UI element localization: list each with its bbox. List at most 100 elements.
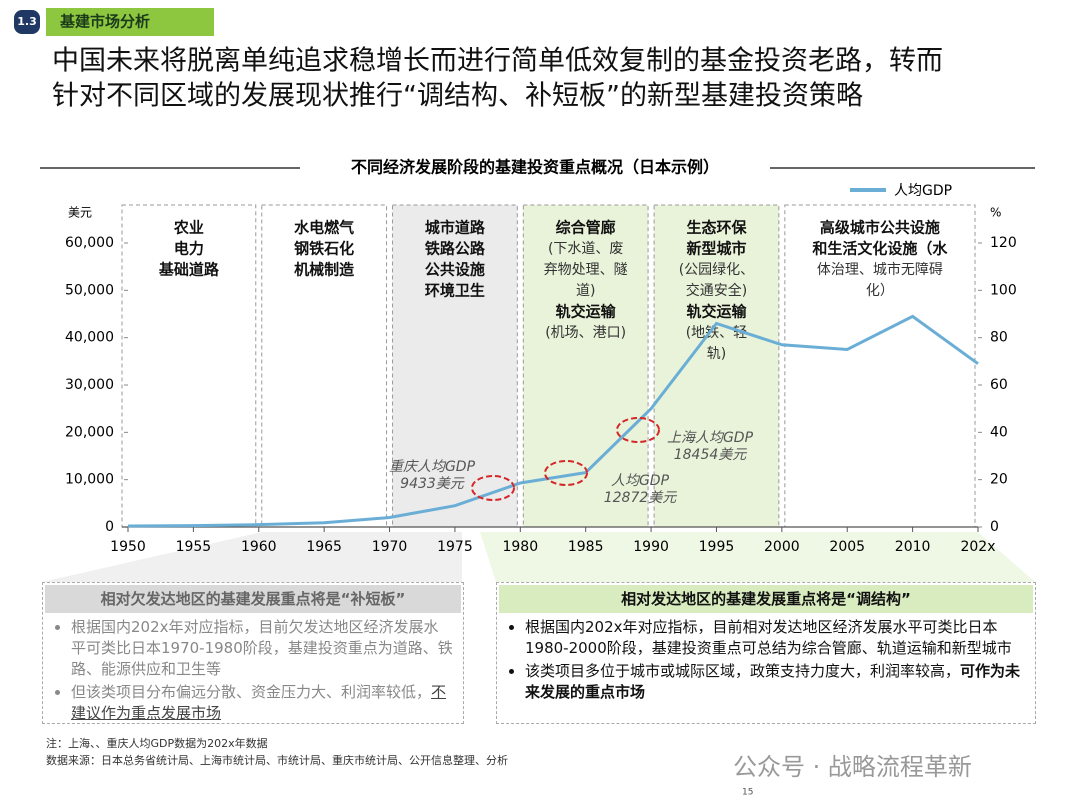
x-tick-label: 1990 bbox=[633, 539, 669, 555]
x-tick-label: 1965 bbox=[306, 539, 342, 555]
y-tick-label: 40,000 bbox=[65, 330, 114, 346]
stage-text: 水电燃气 bbox=[294, 219, 354, 237]
x-tick-label: 2010 bbox=[895, 539, 931, 555]
stage-text: 交通安全) bbox=[686, 282, 747, 299]
highlight-ring bbox=[616, 417, 660, 443]
annotation: 18454美元 bbox=[674, 447, 748, 463]
stage-text: 城市道路 bbox=[425, 219, 486, 237]
section-number: 1.3 bbox=[17, 15, 37, 28]
stage-text: 生态环保 bbox=[686, 219, 747, 237]
gdp-line bbox=[127, 314, 979, 528]
stage-text: 弃物处理、隧 bbox=[544, 262, 628, 278]
stage-text: 化） bbox=[866, 283, 894, 299]
x-tick-label: 1995 bbox=[699, 539, 735, 555]
bullet: 但该类项目分布偏远分散、资金压力大、利润率较低，不建议作为重点发展市场 bbox=[71, 682, 453, 724]
y-tick-label: 60,000 bbox=[65, 235, 114, 251]
stage-text: (公园绿化、 bbox=[679, 262, 754, 278]
y2-tick-label: 80 bbox=[990, 330, 1008, 346]
annotation: 12872美元 bbox=[604, 490, 678, 506]
stage-box bbox=[392, 204, 518, 528]
panel-title: 相对发达地区的基建发展重点将是“调结构” bbox=[499, 585, 1033, 613]
bullet-emphasis: 可作为未来发展的重点市场 bbox=[525, 662, 1021, 701]
x-tick-label: 1950 bbox=[110, 539, 146, 555]
bullet: 根据国内202x年对应指标，目前相对发达地区经济发展水平可类比日本1980-20… bbox=[525, 617, 1025, 659]
y2-tick-label: 120 bbox=[990, 235, 1017, 251]
annotation: 重庆人均GDP bbox=[389, 459, 476, 475]
y2-tick-label: 40 bbox=[990, 424, 1008, 440]
x-tick-label: 1975 bbox=[437, 539, 473, 555]
bullet-text: 但该类项目分布偏远分散、资金压力大、利润率较低， bbox=[71, 683, 432, 701]
title-line: 针对不同区域的发展现状推行“调结构、补短板”的新型基建投资策略 bbox=[52, 81, 863, 112]
x-tick-label: 1980 bbox=[502, 539, 538, 555]
stage-text: 高级城市公共设施 bbox=[820, 219, 940, 237]
source: 数据来源：日本总务省统计局、上海市统计局、市统计局、重庆市统计局、公开信息整理、… bbox=[46, 754, 508, 767]
footnote: 注：上海、、重庆人均GDP数据为202x年数据 bbox=[46, 737, 268, 750]
stage-text: 道) bbox=[576, 283, 595, 299]
y2-tick-label: 100 bbox=[990, 282, 1017, 298]
stage-text: 综合管廊 bbox=[556, 219, 616, 237]
y-tick-label: 50,000 bbox=[65, 282, 114, 298]
bullet-emphasis: 不建议作为重点发展市场 bbox=[71, 683, 447, 722]
highlight-ring bbox=[471, 475, 515, 501]
section-tag-bg bbox=[46, 8, 214, 36]
page-number: 15 bbox=[742, 788, 753, 798]
annotation: 人均GDP bbox=[611, 473, 670, 489]
legend-label: 人均GDP bbox=[894, 183, 952, 199]
x-tick-label: 1970 bbox=[372, 539, 408, 555]
bullet-text: 根据国内202x年对应指标，目前欠发达地区经济发展水平可类比日本1970-198… bbox=[71, 618, 453, 678]
x-tick-label: 2005 bbox=[829, 539, 865, 555]
x-tick-label: 1985 bbox=[568, 539, 604, 555]
y-tick-label: 10,000 bbox=[65, 472, 114, 488]
y2-tick-label: 20 bbox=[990, 472, 1008, 488]
stage-text: 电力 bbox=[174, 240, 204, 258]
stage-box bbox=[653, 204, 780, 528]
y2-tick-label: 0 bbox=[990, 519, 999, 535]
x-tick-label: 202x bbox=[960, 539, 995, 555]
stage-text: 机械制造 bbox=[294, 261, 354, 279]
y-tick-label: 0 bbox=[105, 519, 114, 535]
y-tick-label: 30,000 bbox=[65, 377, 114, 393]
y-axis-label: 美元 bbox=[68, 206, 92, 220]
watermark: 公众号 · 战略流程革新 bbox=[733, 753, 972, 781]
stage-text: (下水道、废 bbox=[548, 241, 623, 257]
stage-text: 铁路公路 bbox=[425, 240, 486, 258]
x-tick-label: 1955 bbox=[176, 539, 212, 555]
stage-text: 环境卫生 bbox=[425, 282, 485, 300]
y-tick-label: 20,000 bbox=[65, 424, 114, 440]
stage-text: 轨交运输 bbox=[556, 303, 617, 321]
y2-tick-label: 60 bbox=[990, 377, 1008, 393]
stage-text: 轨) bbox=[707, 346, 726, 362]
annotation: 9433美元 bbox=[400, 476, 465, 492]
callout-fan bbox=[480, 532, 1035, 582]
stage-text: 和生活文化设施（水 bbox=[812, 240, 948, 258]
bullets: 根据国内202x年对应指标，目前相对发达地区经济发展水平可类比日本1980-20… bbox=[505, 617, 1025, 703]
stage-text: 新型城市 bbox=[686, 240, 746, 258]
title-line: 中国未来将脱离单纯追求稳增长而进行简单低效复制的基金投资老路，转而 bbox=[52, 46, 943, 77]
bullet: 该类项目多位于城市或城际区域，政策支持力度大，利润率较高，可作为未来发展的重点市… bbox=[525, 661, 1025, 703]
highlight-ring bbox=[544, 460, 588, 486]
stage-text: 体治理、城市无障碍 bbox=[817, 261, 943, 278]
y2-axis-label: % bbox=[990, 206, 1001, 220]
right-panel: 相对发达地区的基建发展重点将是“调结构” 根据国内202x年对应指标，目前相对发… bbox=[496, 582, 1036, 724]
stage-text: 公共设施 bbox=[425, 261, 485, 279]
chart-title: 不同经济发展阶段的基建投资重点概况（日本示例） bbox=[351, 158, 719, 177]
stage-box bbox=[261, 204, 388, 528]
bullet-text: 根据国内202x年对应指标，目前相对发达地区经济发展水平可类比日本1980-20… bbox=[525, 618, 1012, 657]
stage-text: 轨交运输 bbox=[686, 303, 747, 321]
left-panel: 相对欠发达地区的基建发展重点将是“补短板” 根据国内202x年对应指标，目前欠发… bbox=[42, 582, 464, 724]
callout-fan bbox=[42, 532, 462, 582]
section-badge bbox=[14, 10, 40, 34]
section-tag: 基建市场分析 bbox=[59, 13, 150, 31]
bullet: 根据国内202x年对应指标，目前欠发达地区经济发展水平可类比日本1970-198… bbox=[71, 617, 453, 680]
stage-box bbox=[121, 204, 257, 528]
bullet-text: 该类项目多位于城市或城际区域，政策支持力度大，利润率较高， bbox=[525, 662, 961, 680]
stage-box bbox=[784, 204, 976, 528]
x-tick-label: 2000 bbox=[764, 539, 800, 555]
annotation: 上海人均GDP bbox=[667, 430, 754, 446]
stage-text: 农业 bbox=[173, 219, 204, 237]
x-tick-label: 1960 bbox=[241, 539, 277, 555]
stage-text: 基础道路 bbox=[158, 261, 220, 279]
